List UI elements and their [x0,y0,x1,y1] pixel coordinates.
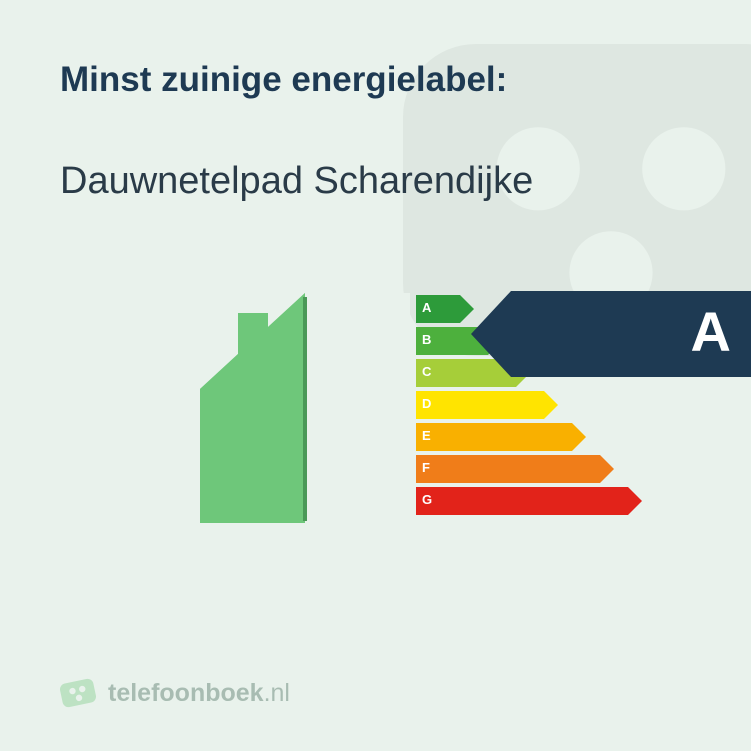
card: Minst zuinige energielabel: Dauwnetelpad… [0,0,751,751]
energy-bar-label: E [422,428,431,443]
energy-bar-label: A [422,300,431,315]
house-icon [200,293,410,523]
page-subtitle: Dauwnetelpad Scharendijke [60,160,691,203]
footer-brand: telefoonboek.nl [108,679,290,708]
energy-bar-label: D [422,396,431,411]
rating-letter: A [691,299,731,364]
energy-bar-label: C [422,364,431,379]
rating-badge: A [471,291,751,377]
energy-bar-f: F [416,455,736,483]
energy-bar-label: B [422,332,431,347]
energy-label-chart: ABCDEFG A [60,283,691,543]
footer-brand-tld: .nl [264,679,290,707]
energy-bar-label: G [422,492,432,507]
footer-brand-name: telefoonboek [108,679,264,707]
footer-logo-icon [60,675,96,711]
page-title: Minst zuinige energielabel: [60,60,691,100]
energy-bar-label: F [422,460,430,475]
footer: telefoonboek.nl [60,675,290,711]
energy-bar-g: G [416,487,736,515]
energy-bar-d: D [416,391,736,419]
energy-bar-e: E [416,423,736,451]
